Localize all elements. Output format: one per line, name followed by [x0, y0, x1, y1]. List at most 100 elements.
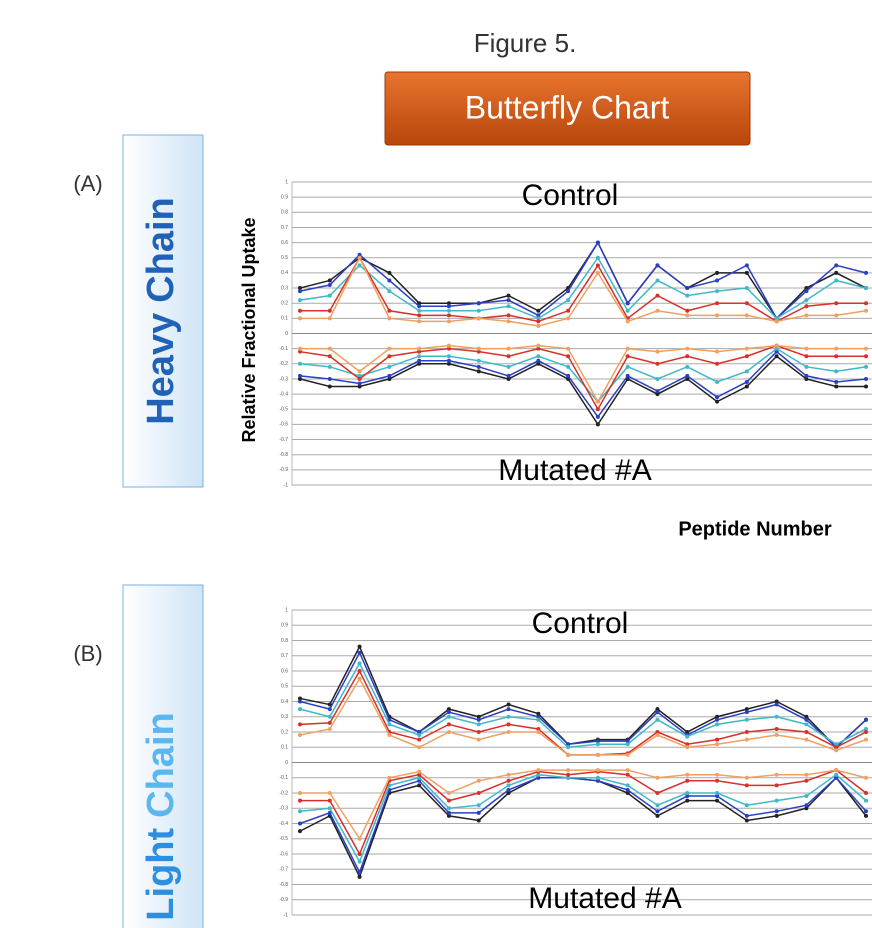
series-point [476, 818, 481, 823]
series-point [595, 414, 600, 419]
series-point [834, 278, 839, 283]
series-point [864, 813, 868, 818]
series-point [864, 364, 868, 369]
series-point [327, 354, 332, 359]
series-point [715, 379, 720, 384]
panel-label: (A) [73, 171, 102, 196]
series-point [536, 346, 541, 351]
series-point [715, 794, 720, 799]
side-label: Light Chain [140, 712, 182, 920]
series-point [417, 783, 422, 788]
series-point [595, 768, 600, 773]
side-box [122, 134, 204, 488]
series-point [625, 768, 630, 773]
series-point [327, 278, 332, 283]
series-point [744, 730, 749, 734]
series-point [834, 369, 839, 374]
series-point [864, 270, 868, 275]
series-point [327, 702, 332, 707]
series-point [536, 308, 541, 313]
series-point [298, 316, 302, 321]
series-point [536, 726, 541, 731]
y-tick-label: -0.4 [279, 821, 288, 827]
y-tick-label: 0.7 [281, 653, 288, 659]
series-point [357, 870, 362, 875]
series-point [566, 316, 571, 321]
series-point [298, 349, 302, 354]
series-point [595, 240, 600, 245]
series-point [685, 772, 690, 777]
series-point [536, 714, 541, 719]
series-point [566, 354, 571, 359]
series-point [536, 316, 541, 321]
series-line [299, 350, 867, 419]
series-point [655, 803, 660, 808]
series-point [417, 308, 422, 313]
series-point [804, 778, 809, 783]
series-point [446, 714, 451, 719]
series-point [595, 407, 600, 412]
series-point [744, 270, 749, 275]
chart-title: Control [532, 607, 629, 640]
series-point [655, 809, 660, 814]
series-point [417, 745, 422, 750]
series-point [387, 308, 392, 313]
series-point [536, 717, 541, 722]
series-point [804, 298, 809, 303]
series-point [744, 379, 749, 384]
series-point [506, 707, 511, 712]
series-point [327, 798, 332, 803]
series-point [625, 364, 630, 369]
series-point [715, 722, 720, 727]
series-point [685, 798, 690, 803]
series-point [774, 699, 779, 704]
series-point [744, 313, 749, 318]
series-point [804, 346, 809, 351]
series-point [476, 714, 481, 719]
series-point [685, 373, 690, 378]
series-point [744, 813, 749, 818]
series-point [834, 354, 839, 359]
series-point [715, 301, 720, 306]
series-point [834, 745, 839, 750]
series-point [476, 803, 481, 808]
series-line [300, 256, 867, 327]
series-point [685, 346, 690, 351]
y-tick-label: 0.4 [281, 270, 288, 276]
series-point [298, 733, 302, 738]
series-point [446, 813, 451, 818]
y-tick-label: -0.9 [279, 467, 288, 473]
series-point [804, 354, 809, 359]
series-point [774, 354, 779, 359]
series-point [327, 308, 332, 313]
series-point [834, 768, 839, 773]
series-point [446, 707, 451, 712]
series-point [625, 319, 630, 324]
series-point [506, 354, 511, 359]
series-point [685, 778, 690, 783]
series-point [744, 286, 749, 291]
side-label-word: Heavy [140, 313, 182, 425]
y-tick-label: -0.6 [279, 851, 288, 857]
series-point [744, 803, 749, 808]
series-point [476, 358, 481, 363]
series-point [804, 717, 809, 722]
series-line [299, 776, 867, 875]
series-point [506, 722, 511, 727]
series-point [744, 263, 749, 268]
series-point [298, 308, 302, 313]
series-point [536, 361, 541, 366]
y-tick-label: -0.7 [279, 867, 288, 873]
side-label-word: Chain [140, 197, 182, 303]
series-point [655, 733, 660, 738]
series-line [299, 650, 867, 749]
series-point [595, 422, 600, 427]
series-point [774, 346, 779, 351]
series-point [744, 369, 749, 374]
series-point [298, 286, 302, 291]
series-point [327, 720, 332, 725]
series-point [357, 676, 362, 681]
series-line [299, 355, 866, 426]
series-point [804, 714, 809, 719]
series-point [387, 364, 392, 369]
